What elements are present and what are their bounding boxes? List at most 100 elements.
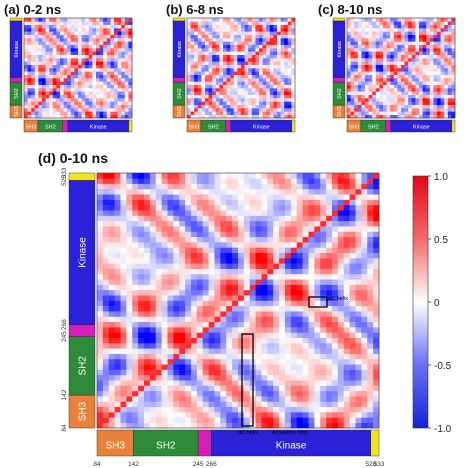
heatmap-cell [266,34,271,39]
heatmap-cell [214,273,221,280]
heatmap-cell [128,64,133,69]
heatmap-cell [433,34,438,39]
heatmap-cell [447,104,452,109]
domain-bar-left-2 [9,77,23,83]
heatmap-cell [212,31,217,35]
heatmap-cell [279,311,286,317]
heatmap-cell [261,332,268,338]
heatmap-cell [437,58,441,62]
heatmap-cell [302,332,309,338]
heatmap-cell [426,88,431,92]
heatmap-cell [368,108,373,112]
heatmap-cell [433,18,438,22]
heatmap-cell [167,374,174,381]
heatmap-cell [108,173,115,179]
heatmap-cell [85,78,90,82]
heatmap-cell [251,31,256,35]
heatmap-cell [285,311,292,317]
heatmap-cell [144,327,151,333]
heatmap-cell [56,64,61,69]
heatmap-cell [31,78,36,82]
heatmap-cell [205,54,209,59]
heatmap-cell [144,316,151,323]
heatmap-cell [167,226,174,232]
heatmap-cell [196,358,204,365]
heatmap-cell [238,332,245,338]
heatmap-cell [220,321,227,328]
heatmap-cell [232,236,239,243]
heatmap-cell [422,51,427,55]
heatmap-cell [99,54,104,59]
heatmap-cell [214,204,221,211]
heatmap-cell [386,61,391,65]
heatmap-cell [126,178,133,184]
heatmap-cell [92,111,97,115]
heatmap-cell [361,268,368,275]
heatmap-frame [23,17,133,119]
heatmap-cell [49,54,54,59]
heatmap-cell [355,385,362,392]
heatmap-cell [201,44,206,49]
heatmap-cell [97,374,104,381]
heatmap-cell [97,358,104,365]
heatmap-cell [63,94,68,99]
heatmap-cell [383,68,387,72]
heatmap-cell [179,337,186,344]
heatmap-cell [108,417,115,423]
heatmap-cell [128,104,133,109]
heatmap-cell [70,101,75,105]
heatmap-cell [437,114,441,119]
heatmap-cell [194,24,199,29]
heatmap-cell [179,358,186,365]
heatmap-cell [277,114,281,119]
heatmap-cell [354,28,359,32]
heatmap-cell [261,289,268,296]
heatmap-cell [347,111,351,115]
heatmap-cell [96,31,100,35]
heatmap-cell [244,44,249,49]
heatmap-cell [368,91,373,95]
heatmap-cell [401,98,405,102]
heatmap-cell [280,54,285,59]
heatmap-cell [320,247,327,253]
heatmap-cell [74,21,79,25]
heatmap-cell [114,64,118,69]
heatmap-cell [273,111,278,115]
heatmap-cell [126,226,133,232]
heatmap-cell [308,385,315,392]
heatmap-cell [372,74,377,79]
heatmap-cell [390,68,395,72]
heatmap-cell [241,91,245,95]
heatmap-cell [259,28,263,32]
heatmap-cell [27,68,32,72]
heatmap-cell [155,353,162,360]
heatmap-cell [173,374,180,381]
heatmap-cell [179,417,186,423]
heatmap-cell [196,226,204,232]
heatmap-cell [386,34,391,39]
heatmap-cell [196,380,204,386]
heatmap-cell [185,385,192,392]
heatmap-cell [233,48,238,52]
heatmap-cell [52,34,57,39]
heatmap-cell [273,247,280,253]
heatmap-cell [219,34,224,39]
heatmap-cell [114,422,121,429]
heatmap-cell [267,188,274,195]
heatmap-cell [226,332,233,338]
heatmap-cell [444,78,449,82]
heatmap-cell [259,88,263,92]
heatmap-cell [262,108,267,112]
heatmap-cell [355,289,362,296]
heatmap-cell [179,321,186,328]
heatmap-cell [302,199,309,206]
heatmap-cell [255,252,262,259]
heatmap-cell [296,369,303,376]
heatmap-cell [233,41,238,45]
heatmap-cell [149,327,157,333]
heatmap-cell [279,273,286,280]
heatmap-cell [149,215,157,222]
heatmap-cell [419,68,423,72]
heatmap-cell [126,380,133,386]
heatmap-cell [67,104,72,109]
